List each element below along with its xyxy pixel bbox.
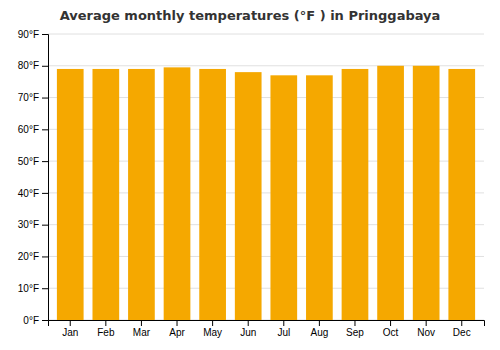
x-tick-mark: [283, 320, 284, 326]
y-tick: 50°F: [18, 156, 48, 167]
x-tick-label: Apr: [169, 327, 185, 338]
bar: [199, 69, 226, 320]
y-tick: 0°F: [23, 315, 48, 326]
bar: [164, 67, 191, 320]
y-axis: 0°F 10°F 20°F 30°F 40°F 50°F 60°F 70°F 80°F 90°F: [18, 29, 49, 326]
y-tick-mark: [42, 129, 48, 130]
bar: [270, 75, 297, 320]
x-tick-label: Jan: [62, 327, 78, 338]
x-tick: Sep: [346, 320, 364, 338]
x-tick-label: Feb: [97, 327, 115, 338]
y-tick: 30°F: [18, 219, 48, 230]
x-tick-mark: [354, 320, 355, 326]
x-tick-mark: [461, 320, 462, 326]
x-tick-label: Mar: [133, 327, 151, 338]
y-tick-mark: [42, 256, 48, 257]
y-tick: 80°F: [18, 60, 48, 71]
y-tick: 70°F: [18, 92, 48, 103]
bar: [448, 69, 475, 320]
x-tick-mark: [390, 320, 391, 326]
x-tick: Jan: [62, 320, 78, 338]
x-tick: May: [203, 320, 222, 338]
y-tick-label: 60°F: [18, 124, 39, 135]
x-tick-label: Jun: [240, 327, 256, 338]
y-tick-label: 70°F: [18, 92, 39, 103]
x-tick: Jul: [277, 320, 290, 338]
y-tick-mark: [42, 34, 48, 35]
y-tick-mark: [42, 66, 48, 67]
x-tick-mark: [177, 320, 178, 326]
grid: [48, 34, 484, 320]
x-axis-line: [49, 321, 485, 327]
x-tick: Aug: [310, 320, 328, 338]
x-tick-mark: [141, 320, 142, 326]
y-tick-mark: [42, 193, 48, 194]
y-axis-line: [42, 35, 49, 321]
y-tick-label: 90°F: [18, 29, 39, 40]
x-tick-mark: [426, 320, 427, 326]
x-tick: Apr: [169, 320, 185, 338]
y-tick-label: 80°F: [18, 60, 39, 71]
x-tick-label: Jul: [277, 327, 290, 338]
x-tick-label: Aug: [310, 327, 328, 338]
y-tick-label: 30°F: [18, 219, 39, 230]
bar: [235, 72, 262, 320]
x-tick-label: May: [203, 327, 222, 338]
x-tick-mark: [105, 320, 106, 326]
y-tick-label: 20°F: [18, 251, 39, 262]
y-tick: 60°F: [18, 124, 48, 135]
bar: [92, 69, 119, 320]
x-axis: Jan Feb Mar Apr May Jun Jul Aug Sep Oct Nov Dec: [49, 320, 485, 338]
x-tick: Oct: [383, 320, 399, 338]
x-tick-label: Oct: [383, 327, 399, 338]
title: Average monthly temperatures (°F ) in Pr…: [60, 8, 441, 23]
x-tick-label: Dec: [453, 327, 471, 338]
bars: [57, 66, 475, 320]
y-tick: 40°F: [18, 188, 48, 199]
y-tick-label: 0°F: [23, 315, 39, 326]
x-tick-mark: [212, 320, 213, 326]
y-tick-label: 50°F: [18, 156, 39, 167]
x-tick: Dec: [453, 320, 471, 338]
bar: [342, 69, 369, 320]
bar: [377, 66, 404, 320]
grid-line: [48, 34, 484, 35]
y-tick: 20°F: [18, 251, 48, 262]
bar: [413, 66, 440, 320]
y-tick-mark: [42, 225, 48, 226]
y-tick-mark: [42, 320, 48, 321]
y-tick-mark: [42, 98, 48, 99]
y-tick: 90°F: [18, 29, 48, 40]
chart: 0°F 10°F 20°F 30°F 40°F 50°F 60°F 70°F 80°F 90°F J…: [0, 0, 500, 350]
x-tick: Feb: [97, 320, 115, 338]
y-tick-label: 10°F: [18, 283, 39, 294]
y-tick-label: 40°F: [18, 188, 39, 199]
y-tick-mark: [42, 288, 48, 289]
x-tick-label: Sep: [346, 327, 364, 338]
y-tick-mark: [42, 161, 48, 162]
x-tick: Nov: [417, 320, 435, 338]
x-tick: Jun: [240, 320, 256, 338]
x-tick-mark: [70, 320, 71, 326]
x-tick: Mar: [133, 320, 151, 338]
x-tick-label: Nov: [417, 327, 435, 338]
plot: 0°F 10°F 20°F 30°F 40°F 50°F 60°F 70°F 80°F 90°F J…: [18, 29, 485, 338]
y-tick: 10°F: [18, 283, 48, 294]
bar: [306, 75, 333, 320]
x-tick-mark: [319, 320, 320, 326]
x-tick-mark: [248, 320, 249, 326]
bar: [128, 69, 155, 320]
bar: [57, 69, 84, 320]
